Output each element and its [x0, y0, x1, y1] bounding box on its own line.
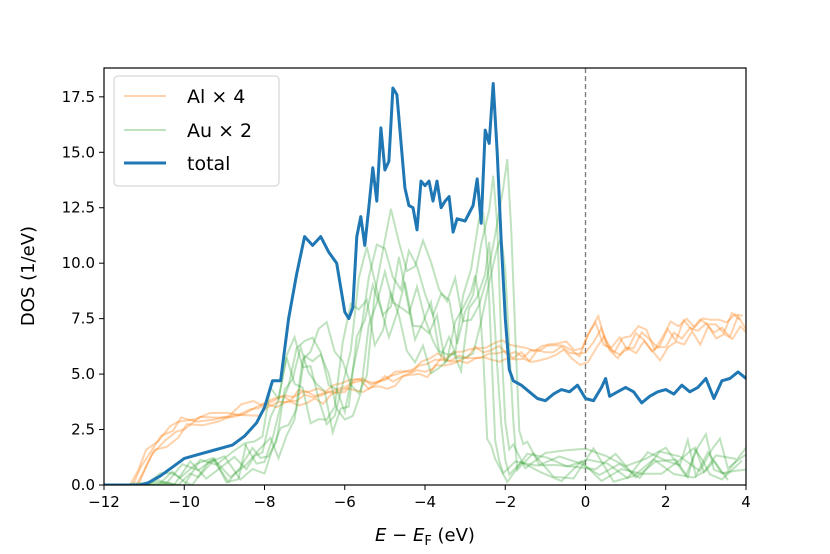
y-tick-label: 0.0 — [71, 476, 95, 494]
x-tick-label: 0 — [581, 493, 591, 511]
y-tick-label: 12.5 — [62, 199, 95, 217]
y-tick-label: 10.0 — [62, 254, 95, 272]
legend: Al × 4 Au × 2 total — [113, 75, 280, 187]
x-tick-label: −12 — [88, 493, 120, 511]
x-axis-ticks: −12 −10 −8 −6 −4 −2 0 2 4 — [88, 485, 751, 511]
total-dos-line — [104, 82, 746, 485]
y-tick-label: 17.5 — [62, 88, 95, 106]
au-dos-line-1 — [104, 175, 746, 485]
x-axis-label: E − EF (eV) — [375, 525, 475, 549]
y-axis-label: DOS (1/eV) — [18, 226, 39, 326]
legend-label-au: Au × 2 — [187, 120, 252, 142]
x-tick-label: 4 — [741, 493, 751, 511]
x-tick-label: −6 — [334, 493, 356, 511]
y-tick-label: 5.0 — [71, 365, 95, 383]
x-tick-label: −8 — [253, 493, 275, 511]
au-dos-line-2 — [104, 211, 737, 485]
x-tick-label: −2 — [494, 493, 516, 511]
y-tick-label: 2.5 — [71, 421, 95, 439]
x-tick-label: −10 — [168, 493, 200, 511]
au-dos-line-3 — [112, 236, 746, 485]
al-dos-line-4 — [104, 311, 741, 485]
au-dos-line-4 — [104, 275, 729, 485]
legend-frame — [113, 75, 280, 187]
legend-label-total: total — [187, 153, 230, 175]
al-dos-line-3 — [106, 323, 746, 485]
y-tick-label: 7.5 — [71, 310, 95, 328]
au-dos-line-6 — [104, 241, 743, 485]
al-dos-line-2 — [104, 313, 743, 485]
x-tick-label: 2 — [661, 493, 671, 511]
al-dos-line-1 — [104, 313, 746, 485]
au-dos-line-5 — [118, 158, 746, 485]
y-tick-label: 15.0 — [62, 143, 95, 161]
legend-label-al: Al × 4 — [187, 86, 245, 108]
y-axis-ticks: 0.0 2.5 5.0 7.5 10.0 12.5 15.0 17.5 — [62, 88, 104, 494]
x-tick-label: −4 — [414, 493, 436, 511]
plot-area — [104, 68, 746, 485]
